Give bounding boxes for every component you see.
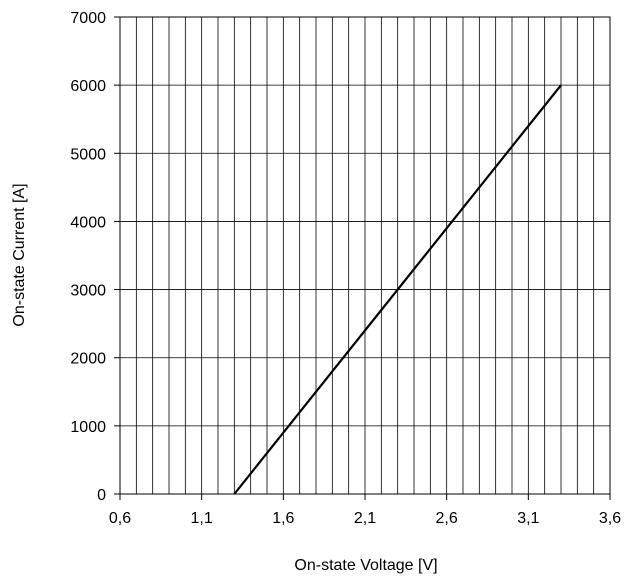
- x-tick-label: 3,6: [599, 510, 621, 527]
- x-tick-label: 2,6: [436, 510, 458, 527]
- y-tick-label: 6000: [70, 78, 106, 95]
- y-tick-marks: [114, 16, 120, 495]
- x-tick-labels: 0,6 1,1 1,6 2,1 2,6 3,1 3,6: [109, 510, 621, 527]
- y-tick-label: 2000: [70, 351, 106, 368]
- x-tick-label: 2,1: [354, 510, 376, 527]
- x-tick-label: 1,6: [272, 510, 294, 527]
- x-tick-label: 0,6: [109, 510, 131, 527]
- y-tick-label: 0: [97, 487, 106, 504]
- y-tick-labels: 0 1000 2000 3000 4000 5000 6000 7000: [70, 10, 106, 504]
- x-axis-label: On-state Voltage [V]: [294, 557, 437, 574]
- y-tick-label: 3000: [70, 283, 106, 300]
- y-tick-label: 4000: [70, 214, 106, 231]
- series-line: [233, 84, 562, 495]
- series-layer: [233, 84, 562, 495]
- x-tick-marks: [119, 494, 611, 500]
- x-tick-label: 3,1: [517, 510, 539, 527]
- grid-lines: [120, 17, 610, 494]
- x-tick-label: 1,1: [191, 510, 213, 527]
- y-tick-label: 1000: [70, 419, 106, 436]
- y-tick-label: 5000: [70, 146, 106, 163]
- y-tick-label: 7000: [70, 10, 106, 27]
- y-axis-label: On-state Current [A]: [11, 183, 28, 326]
